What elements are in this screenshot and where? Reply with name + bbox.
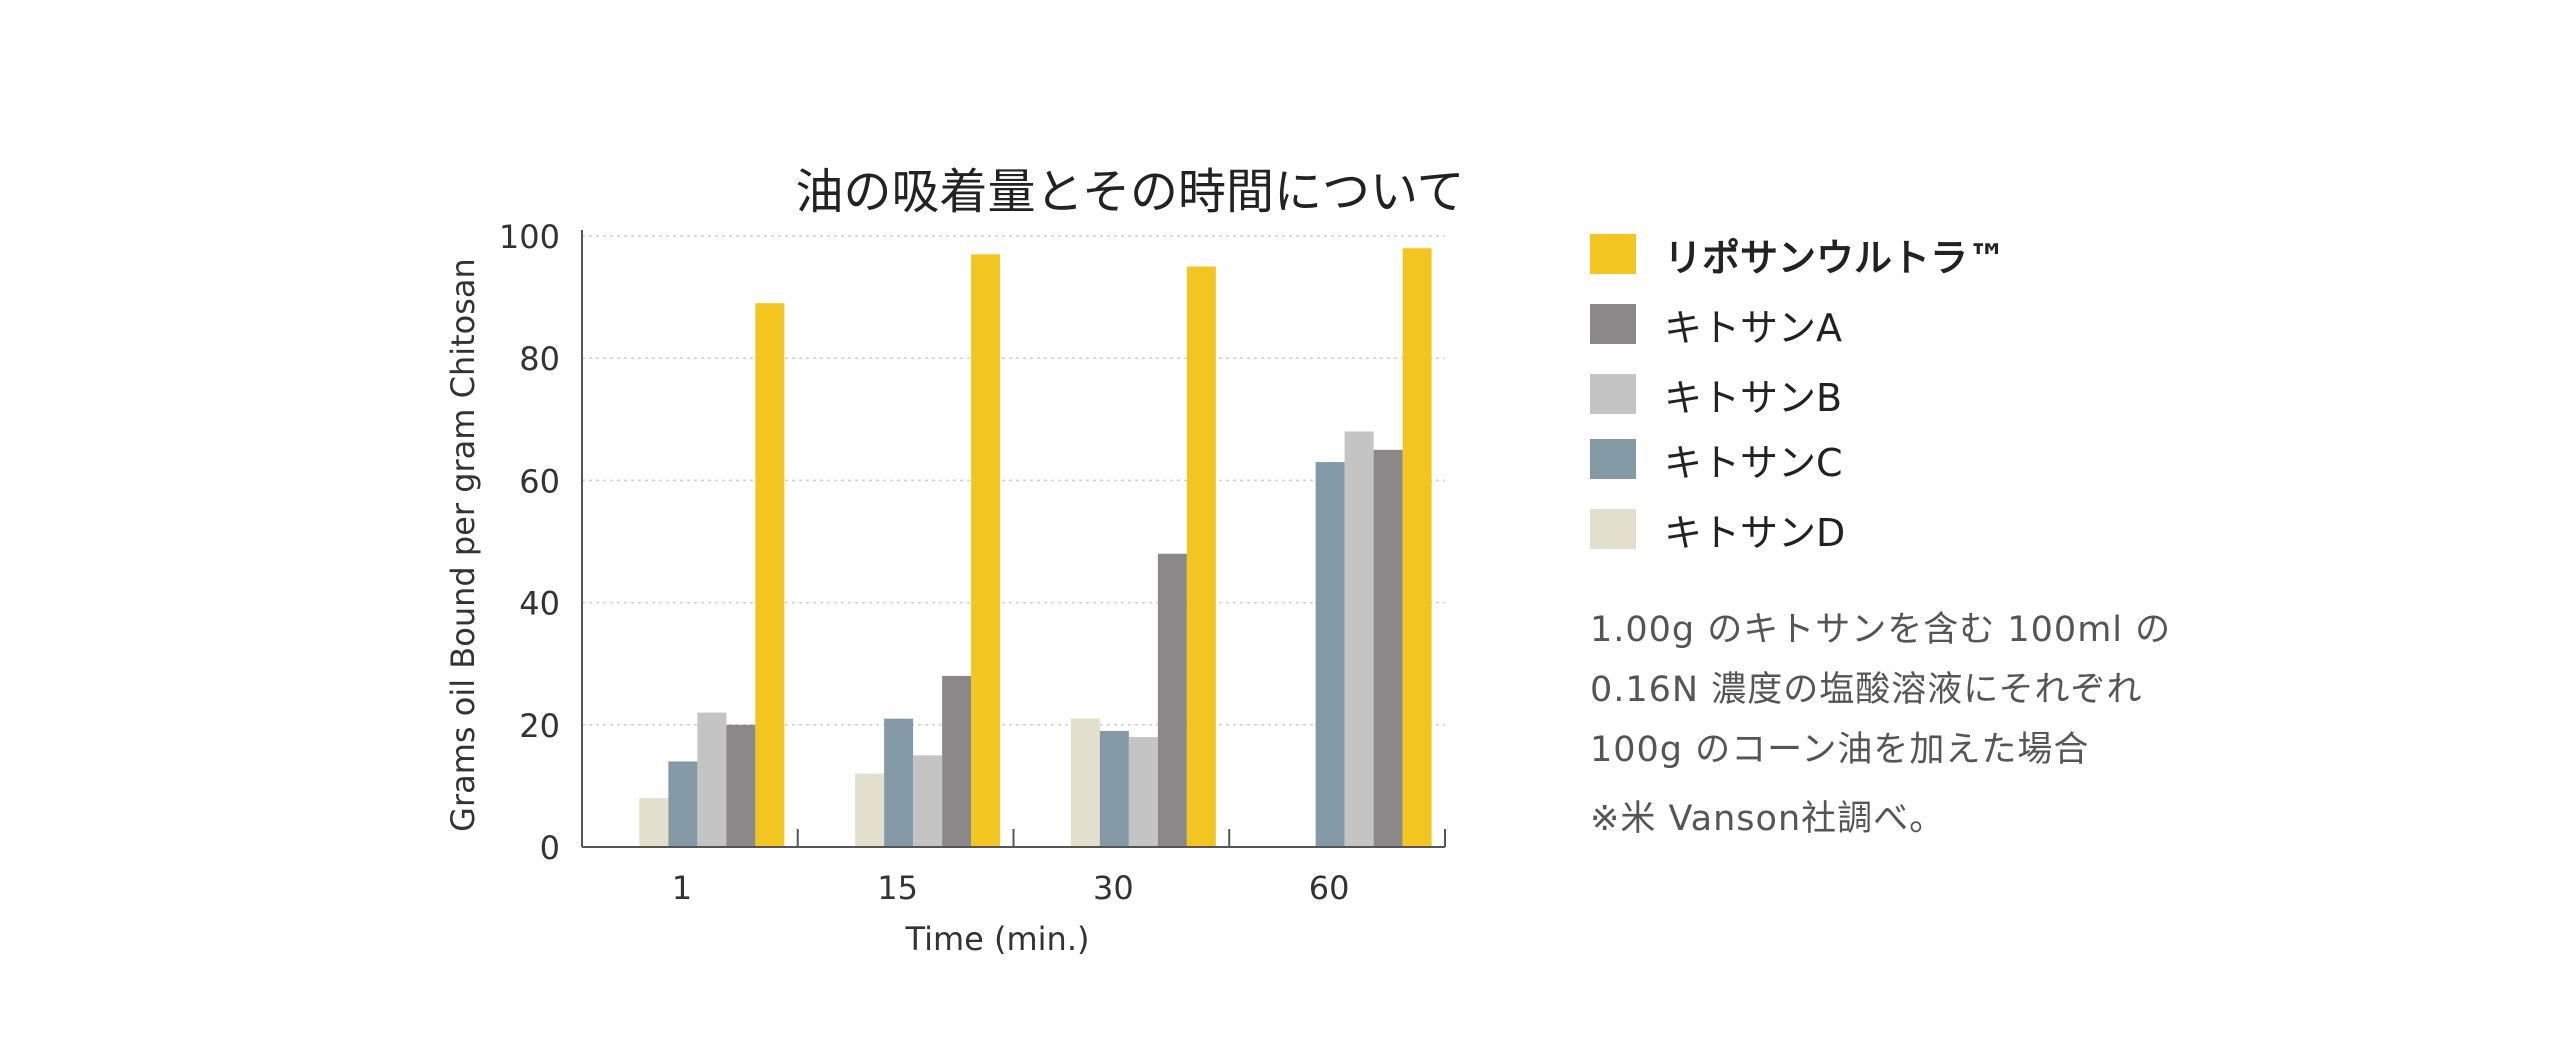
- bar-リポサンウルトラ™: [1186, 266, 1216, 847]
- legend-swatch: [1590, 374, 1636, 414]
- bar-リポサンウルトラ™: [1402, 248, 1432, 848]
- bar-キトサンA: [726, 724, 756, 847]
- legend-item: キトサンD: [1590, 499, 1845, 559]
- x-tick-label: 1: [672, 869, 692, 907]
- bar-キトサンA: [1373, 449, 1403, 847]
- chart-title: 油の吸着量とその時間について: [795, 164, 1465, 220]
- x-axis-label: Time (min.): [905, 920, 1090, 958]
- axes: [581, 230, 1446, 848]
- bar-キトサンD: [1070, 718, 1100, 847]
- bar-キトサンC: [1315, 462, 1345, 847]
- bar-キトサンC: [668, 761, 698, 847]
- y-tick-label: 80: [519, 340, 560, 378]
- y-tick-label: 40: [519, 585, 560, 623]
- bar-キトサンA: [1157, 553, 1187, 847]
- legend-swatch: [1590, 304, 1636, 344]
- note-line: 100g のコーン油を加えた場合: [1590, 730, 2090, 770]
- bar-リポサンウルトラ™: [755, 303, 785, 848]
- note-line: 0.16N 濃度の塩酸溶液にそれぞれ: [1590, 670, 2143, 710]
- bar-キトサンD: [639, 798, 669, 847]
- y-tick-label: 0: [540, 829, 560, 867]
- bar-キトサンB: [913, 755, 943, 847]
- legend-swatch: [1590, 509, 1636, 549]
- experiment-note: 1.00g のキトサンを含む 100ml の 0.16N 濃度の塩酸溶液にそれぞ…: [1590, 600, 2290, 780]
- bar-キトサンB: [1344, 431, 1374, 847]
- legend-swatch: [1590, 439, 1636, 479]
- legend-item: キトサンA: [1590, 294, 1842, 354]
- legend-item: リポサンウルトラ™: [1590, 224, 2006, 284]
- x-tick-label: 30: [1093, 869, 1134, 907]
- legend-item: キトサンC: [1590, 429, 1843, 489]
- bar-キトサンC: [1099, 730, 1129, 847]
- legend-label: キトサンA: [1664, 305, 1842, 350]
- legend-label: キトサンB: [1664, 375, 1843, 420]
- legend-label: リポサンウルトラ™: [1664, 235, 2007, 280]
- bar-キトサンB: [697, 712, 727, 847]
- x-tick-label: 15: [877, 869, 918, 907]
- x-tick-label: 60: [1309, 869, 1350, 907]
- y-tick-label: 20: [519, 707, 560, 745]
- bar-キトサンB: [1128, 737, 1158, 847]
- bar-リポサンウルトラ™: [971, 254, 1001, 847]
- bar-キトサンC: [884, 718, 914, 847]
- legend-label: キトサンC: [1664, 440, 1843, 485]
- legend-item: キトサンB: [1590, 364, 1842, 424]
- y-axis-label: Grams oil Bound per gram Chitosan: [444, 258, 482, 832]
- grid-lines: [582, 235, 1445, 726]
- bar-キトサンA: [942, 675, 972, 847]
- legend-swatch: [1590, 234, 1636, 274]
- y-tick-label: 60: [519, 462, 560, 500]
- y-tick-label: 100: [499, 218, 560, 256]
- bars: [639, 248, 1432, 848]
- source-note: ※米 Vanson社調べ。: [1590, 799, 1946, 839]
- axis-labels: 0 20 40 60 80 100 1 15 30 60 Time (min.) Grams oil …: [444, 218, 1349, 958]
- bar-キトサンD: [855, 773, 885, 847]
- legend-label: キトサンD: [1664, 510, 1846, 555]
- note-line: 1.00g のキトサンを含む 100ml の: [1590, 610, 2172, 650]
